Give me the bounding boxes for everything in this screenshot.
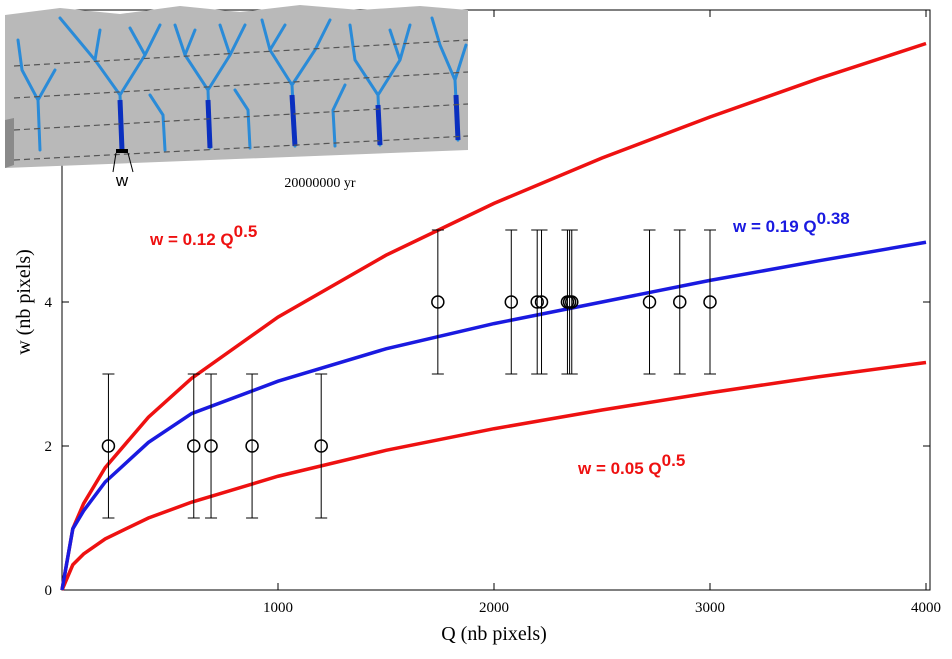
terrain-side: [5, 118, 14, 168]
x-tick-label: 3000: [695, 600, 725, 616]
annotation-exponent: 0.5: [662, 451, 686, 470]
fit-curve: [60, 41, 927, 591]
y-tick-label: 2: [45, 439, 53, 455]
y-tick-label: 0: [45, 583, 53, 599]
fit-curve: [60, 360, 927, 591]
error-bar: [315, 373, 328, 519]
data-point: [565, 295, 579, 309]
inset-image: w 20000000 yr: [5, 5, 469, 191]
data-point: [530, 295, 544, 309]
plot-area: 1000 2000 3000 4000 0 2 4 Q (nb pixels) w (nb pi…: [13, 9, 941, 645]
y-tick-label: 4: [45, 295, 53, 311]
annotation-exponent: 0.38: [817, 209, 850, 228]
channels: [16, 16, 468, 152]
error-bar: [246, 373, 259, 519]
data-point: [101, 439, 116, 453]
data-point: [314, 439, 328, 453]
fit-curve: [60, 240, 927, 591]
x-tick-label: 1000: [263, 600, 293, 616]
annotation-text: w = 0.05 Q: [577, 459, 662, 478]
error-bar: [673, 229, 686, 375]
x-tick-label: 4000: [911, 600, 941, 616]
data-point: [431, 295, 445, 309]
annotation-text: w = 0.12 Q: [149, 230, 234, 249]
error-bar: [565, 229, 578, 375]
x-axis-label: Q (nb pixels): [441, 623, 547, 645]
error-bar: [205, 373, 218, 519]
terrain: [5, 5, 468, 168]
data-point: [642, 295, 657, 309]
x-tick-label: 2000: [479, 600, 509, 616]
marker-leader: [112, 152, 134, 173]
inset-time-label: 20000000 yr: [284, 176, 356, 191]
data-point: [534, 295, 549, 309]
annotation-exponent: 0.5: [234, 222, 258, 241]
inset-marker-label: w: [115, 171, 129, 190]
annotation: w = 0.19 Q0.38: [732, 209, 850, 236]
y-axis-label: w (nb pixels): [13, 249, 35, 355]
error-bar: [505, 229, 518, 375]
error-bar: [102, 373, 115, 519]
width-marker: [116, 149, 128, 153]
error-bar: [431, 229, 444, 375]
data-point: [504, 295, 519, 309]
data-point: [187, 439, 201, 453]
error-bar: [187, 373, 200, 519]
annotation-text: w = 0.19 Q: [732, 217, 817, 236]
annotation: w = 0.05 Q0.5: [577, 451, 685, 478]
data-point: [204, 439, 218, 453]
data-point: [703, 295, 717, 309]
error-bar: [535, 229, 548, 375]
error-bar: [704, 229, 716, 375]
data-point: [245, 439, 259, 453]
dashed-lines: [13, 39, 469, 161]
annotation: w = 0.12 Q0.5: [149, 222, 257, 249]
main-channels: [117, 94, 461, 151]
data-point: [673, 295, 687, 309]
error-bar: [643, 229, 656, 375]
